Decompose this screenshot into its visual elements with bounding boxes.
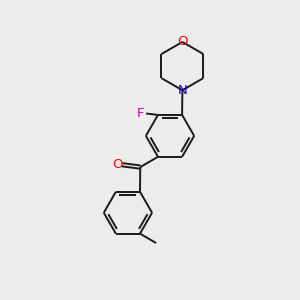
Text: O: O xyxy=(112,158,122,171)
Text: N: N xyxy=(178,84,187,97)
Text: O: O xyxy=(177,35,188,48)
Text: F: F xyxy=(137,107,145,120)
